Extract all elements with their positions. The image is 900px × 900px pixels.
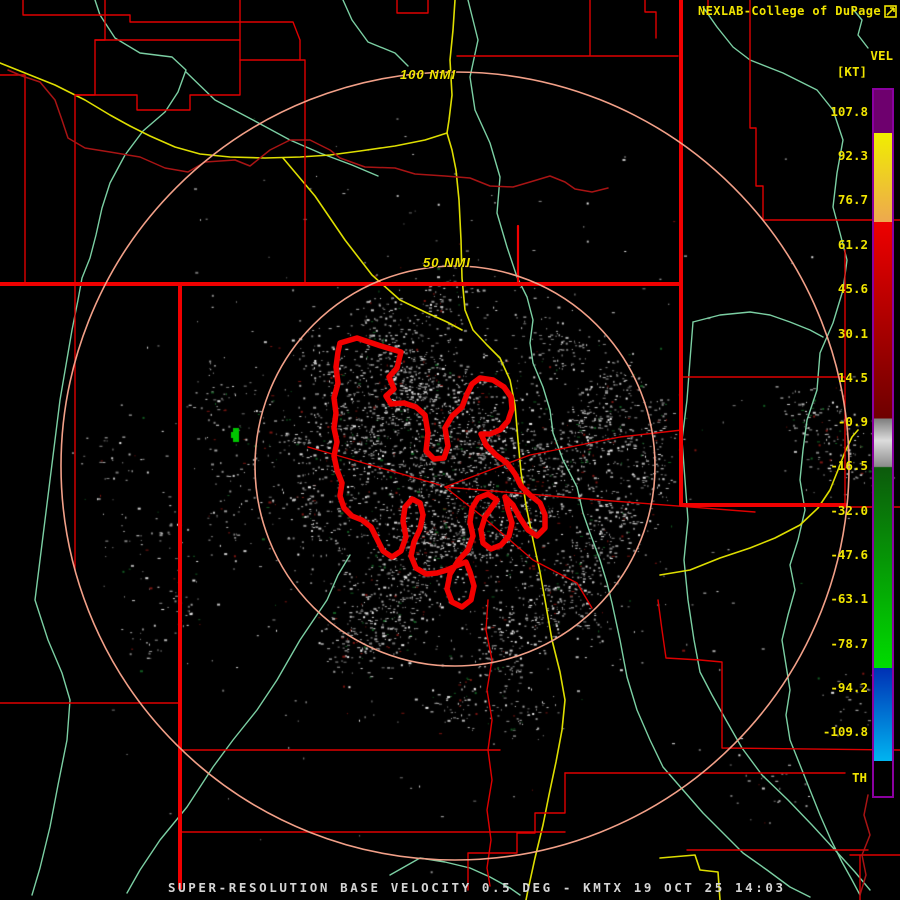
velocity-colorbar (872, 88, 894, 798)
colorbar-tick: -94.2 (830, 680, 868, 695)
colorbar-tick: -47.6 (830, 547, 868, 562)
colorbar-tick: 14.5 (837, 370, 868, 385)
colorbar-units: [KT] (836, 64, 867, 79)
colorbar-tick: 107.8 (830, 104, 868, 119)
range-ring-100nmi (60, 71, 850, 861)
colorbar-tick: 30.1 (837, 326, 868, 341)
brand-text: NEXLAB-College of DuPage (698, 4, 881, 18)
range-ring-label-50: 50 NMI (423, 255, 471, 270)
state-borders (0, 0, 847, 890)
colorbar-tick: 45.6 (837, 281, 868, 296)
lake-outline (331, 335, 548, 610)
colorbar-tick: -63.1 (830, 591, 868, 606)
range-rings (60, 71, 850, 861)
cod-flag-icon (884, 4, 897, 18)
colorbar-title: VEL (870, 48, 893, 63)
colorbar-threshold-label: TH (851, 770, 867, 785)
colorbar-tick: 92.3 (837, 148, 868, 163)
colorbar-tick: -16.5 (830, 458, 868, 473)
range-ring-label-100: 100 NMI (400, 67, 457, 82)
header-brand: NEXLAB-College of DuPage (698, 4, 897, 18)
range-ring-50nmi (254, 265, 656, 667)
colorbar-tick: 76.7 (837, 192, 868, 207)
footer-product-title: SUPER-RESOLUTION BASE VELOCITY 0.5 DEG -… (168, 880, 786, 895)
colorbar-tick: -109.8 (822, 724, 868, 739)
colorbar-tick: 61.2 (837, 237, 868, 252)
colorbar-tick: -32.0 (830, 503, 868, 518)
colorbar-tick: -78.7 (830, 636, 868, 651)
colorbar-tick: -0.9 (837, 414, 868, 429)
rivers (31, 0, 871, 898)
roads (0, 0, 859, 900)
